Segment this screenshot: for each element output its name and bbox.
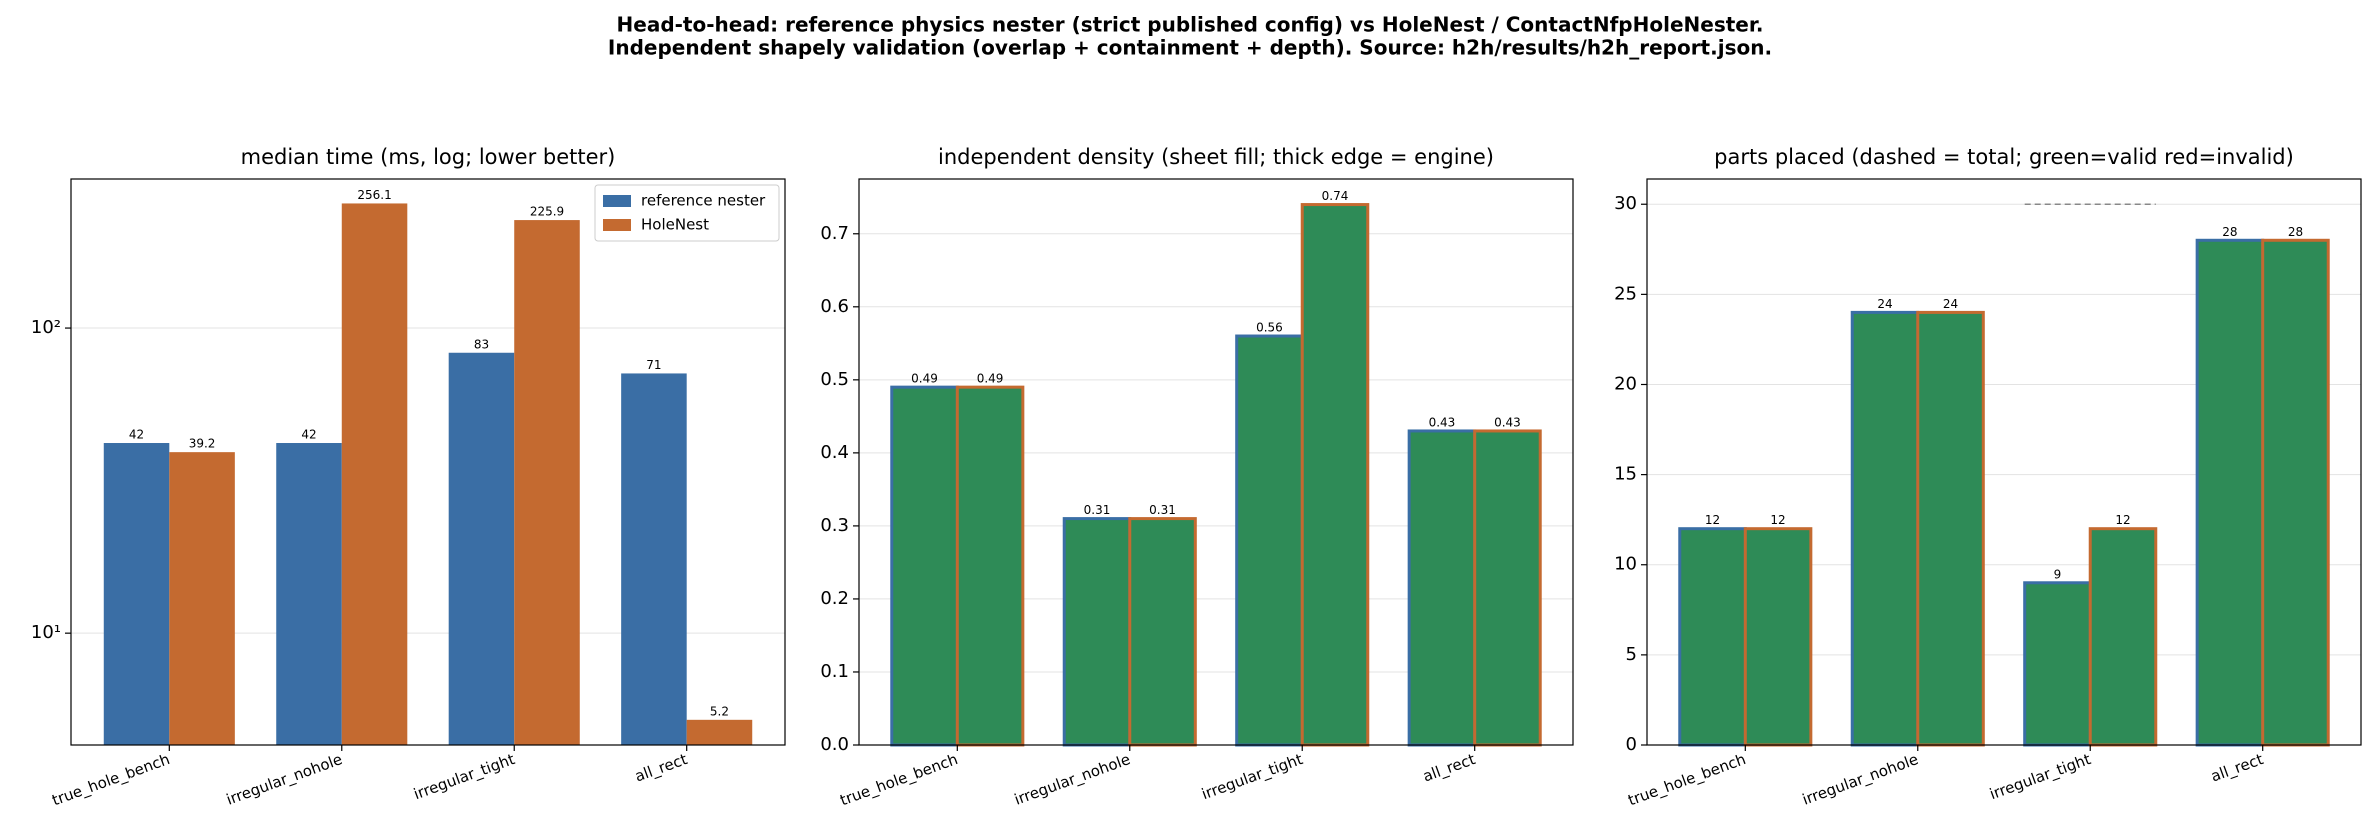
axes-frame bbox=[70, 178, 786, 746]
y-tick-label: 0 bbox=[1626, 734, 1637, 755]
bar bbox=[1407, 429, 1477, 747]
value-label: 0.56 bbox=[1256, 321, 1283, 335]
bar bbox=[1235, 334, 1304, 747]
y-tick-label: 0.1 bbox=[820, 661, 849, 682]
value-label: 24 bbox=[1943, 297, 1958, 311]
y-tick-label: 30 bbox=[1614, 193, 1637, 214]
y-tick-label: 0.7 bbox=[820, 223, 849, 244]
value-label: 28 bbox=[2288, 225, 2303, 239]
value-label: 0.31 bbox=[1084, 503, 1111, 517]
value-label: 0.74 bbox=[1322, 189, 1349, 203]
axes-title: independent density (sheet fill; thick e… bbox=[938, 145, 1494, 169]
bar bbox=[1850, 310, 1920, 747]
bar bbox=[2195, 238, 2265, 747]
value-label: 12 bbox=[1770, 513, 1785, 527]
y-tick-label: 25 bbox=[1614, 283, 1637, 304]
bar bbox=[103, 443, 170, 745]
bar bbox=[514, 220, 580, 746]
bar bbox=[955, 385, 1025, 747]
bar bbox=[169, 452, 235, 745]
bar bbox=[2023, 581, 2092, 747]
y-tick-label: 15 bbox=[1614, 464, 1637, 485]
value-label: 0.43 bbox=[1429, 415, 1456, 429]
axes-title: parts placed (dashed = total; green=vali… bbox=[1714, 145, 2294, 169]
value-label: 83 bbox=[474, 337, 489, 351]
value-label: 24 bbox=[1877, 297, 1892, 311]
value-label: 28 bbox=[2222, 225, 2237, 239]
y-tick-label: 10² bbox=[31, 317, 61, 338]
suptitle-line: Independent shapely validation (overlap … bbox=[608, 36, 1772, 60]
y-tick-label: 0.0 bbox=[820, 734, 849, 755]
y-tick-label: 0.5 bbox=[820, 369, 849, 390]
value-label: 0.31 bbox=[1149, 503, 1176, 517]
bar bbox=[621, 373, 687, 745]
legend-swatch bbox=[603, 195, 631, 207]
bar bbox=[1128, 517, 1197, 747]
y-tick-label: 0.3 bbox=[820, 515, 849, 536]
bar bbox=[341, 203, 408, 746]
value-label: 12 bbox=[2115, 513, 2130, 527]
value-label: 5.2 bbox=[710, 704, 729, 718]
bar bbox=[1743, 527, 1813, 747]
legend-label: reference nester bbox=[641, 192, 766, 210]
bar bbox=[1678, 527, 1747, 747]
bar bbox=[1062, 517, 1132, 747]
legend-swatch bbox=[603, 219, 631, 231]
bar bbox=[1916, 310, 1985, 747]
bar bbox=[1300, 203, 1370, 747]
value-label: 39.2 bbox=[189, 437, 216, 451]
legend-label: HoleNest bbox=[641, 216, 709, 234]
y-tick-label: 20 bbox=[1614, 373, 1637, 394]
axes-frame bbox=[1646, 178, 2362, 746]
value-label: 256.1 bbox=[357, 188, 391, 202]
y-tick-label: 0.4 bbox=[820, 442, 849, 463]
value-label: 12 bbox=[1705, 513, 1720, 527]
value-label: 0.49 bbox=[911, 372, 938, 386]
axes-frame bbox=[858, 178, 1574, 746]
y-tick-label: 10¹ bbox=[31, 622, 61, 643]
value-label: 0.43 bbox=[1494, 415, 1521, 429]
bar bbox=[890, 385, 959, 747]
y-tick-label: 5 bbox=[1626, 644, 1637, 665]
value-label: 42 bbox=[301, 428, 316, 442]
value-label: 71 bbox=[646, 358, 661, 372]
value-label: 225.9 bbox=[530, 205, 564, 219]
bar bbox=[1473, 429, 1542, 747]
bar bbox=[686, 719, 753, 745]
y-tick-label: 10 bbox=[1614, 554, 1637, 575]
value-label: 9 bbox=[2054, 567, 2062, 581]
bar bbox=[276, 443, 342, 745]
suptitle-line: Head-to-head: reference physics nester (… bbox=[617, 13, 1764, 37]
bar bbox=[448, 352, 515, 745]
bar bbox=[2088, 527, 2158, 747]
value-label: 0.49 bbox=[977, 372, 1004, 386]
bar bbox=[2261, 238, 2330, 747]
y-tick-label: 0.6 bbox=[820, 296, 849, 317]
value-label: 42 bbox=[129, 428, 144, 442]
y-tick-label: 0.2 bbox=[820, 588, 849, 609]
legend-box bbox=[594, 184, 780, 242]
axes-title: median time (ms, log; lower better) bbox=[241, 145, 616, 169]
